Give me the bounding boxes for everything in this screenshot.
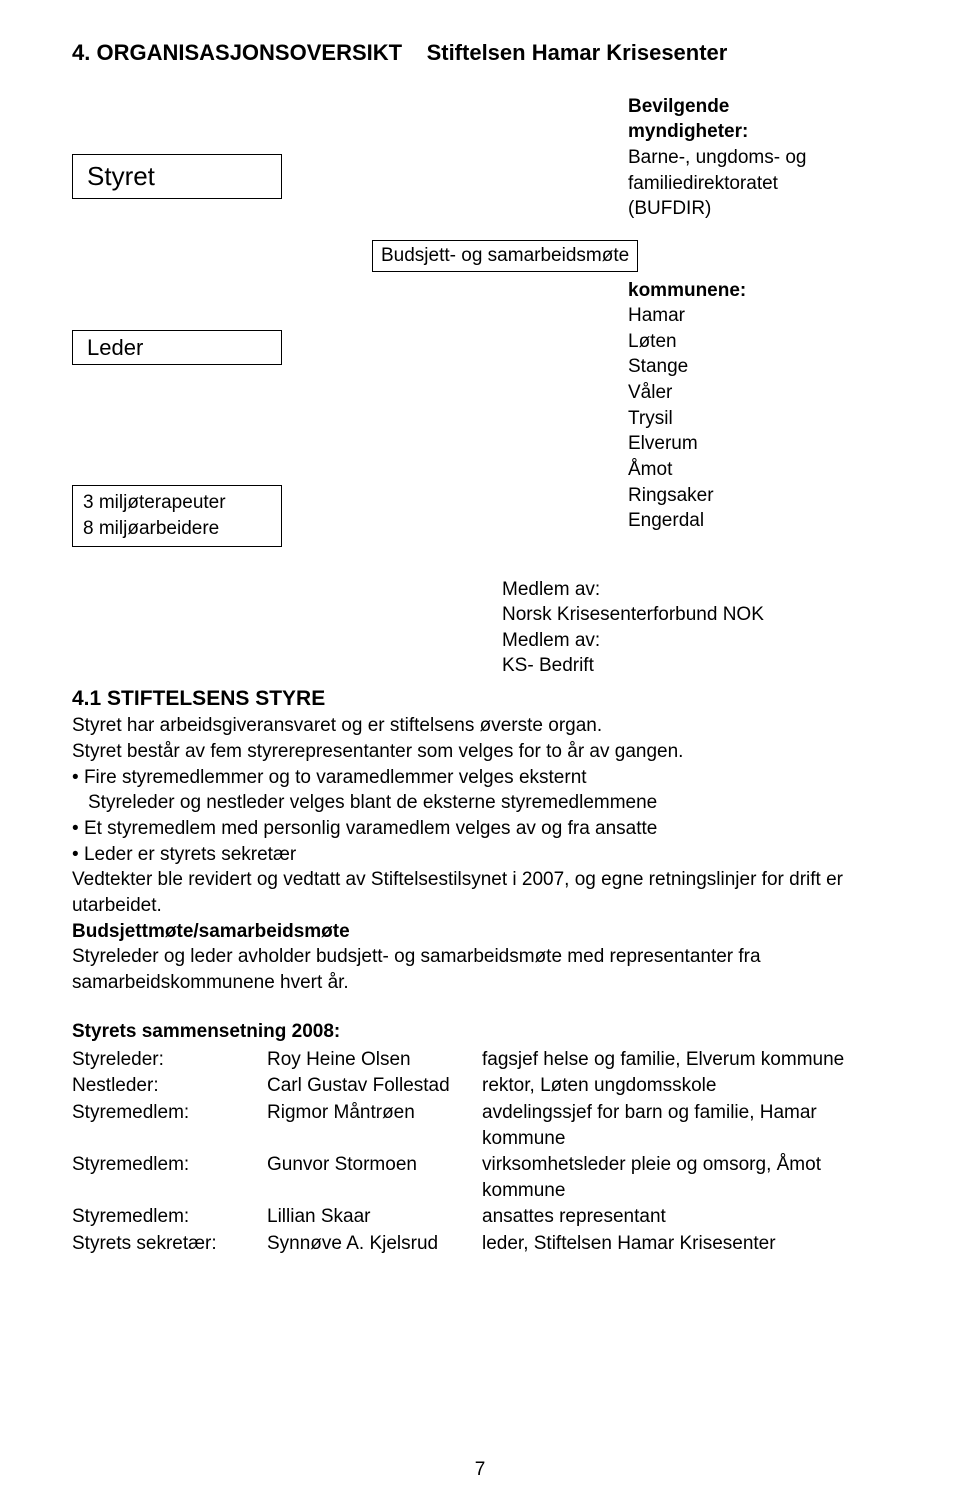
- page-number: 7: [0, 1457, 960, 1483]
- kommune-item: Ringsaker: [628, 483, 888, 509]
- section-41-p4: Styreleder og leder avholder budsjett- o…: [72, 944, 888, 995]
- section-41-p1: Styret har arbeidsgiveransvaret og er st…: [72, 713, 888, 739]
- role-cell: Styreleder:: [72, 1047, 267, 1073]
- section-41-subtitle: Budsjettmøte/samarbeidsmøte: [72, 919, 888, 945]
- section-41-p2: Styret består av fem styrerepresentanter…: [72, 739, 888, 765]
- kommune-item: Åmot: [628, 457, 888, 483]
- table-row: Styremedlem: Rigmor Måntrøen avdelingssj…: [72, 1100, 888, 1152]
- name-cell: Gunvor Stormoen: [267, 1152, 482, 1204]
- name-cell: Synnøve A. Kjelsrud: [267, 1231, 482, 1257]
- bevilgende-line2: familiedirektoratet: [628, 171, 888, 197]
- bullet-item: Leder er styrets sekretær: [72, 842, 888, 868]
- role-cell: Styremedlem:: [72, 1204, 267, 1230]
- bevilgende-label: Bevilgende: [628, 94, 888, 120]
- table-row: Nestleder: Carl Gustav Follestad rektor,…: [72, 1073, 888, 1099]
- desc-cell: rektor, Løten ungdomsskole: [482, 1073, 888, 1099]
- kommune-item: Hamar: [628, 303, 888, 329]
- org-box-staff: 3 miljøterapeuter 8 miljøarbeidere: [72, 485, 282, 546]
- bevilgende-line3: (BUFDIR): [628, 196, 888, 222]
- kommune-item: Elverum: [628, 431, 888, 457]
- section-41-p3: Vedtekter ble revidert og vedtatt av Sti…: [72, 867, 888, 918]
- kommune-label: kommunene:: [628, 278, 888, 304]
- kommune-item: Engerdal: [628, 508, 888, 534]
- desc-cell: leder, Stiftelsen Hamar Krisesenter: [482, 1231, 888, 1257]
- role-cell: Styrets sekretær:: [72, 1231, 267, 1257]
- desc-cell: fagsjef helse og familie, Elverum kommun…: [482, 1047, 888, 1073]
- styrets-heading: Styrets sammensetning 2008:: [72, 1019, 888, 1045]
- kommune-item: Stange: [628, 354, 888, 380]
- kommune-item: Våler: [628, 380, 888, 406]
- org-box-styret: Styret: [72, 154, 282, 199]
- page-heading: 4. ORGANISASJONSOVERSIKT Stiftelsen Hama…: [72, 38, 888, 68]
- medlem-block: Medlem av: Norsk Krisesenterforbund NOK …: [502, 577, 888, 680]
- staff-line1: 3 miljøterapeuter: [83, 490, 271, 516]
- styrets-table: Styrets sammensetning 2008: Styreleder: …: [72, 1019, 888, 1256]
- org-box-budsjett: Budsjett- og samarbeidsmøte: [372, 240, 638, 272]
- org-box-styret-label: Styret: [87, 161, 155, 191]
- heading-number: 4. ORGANISASJONSOVERSIKT: [72, 40, 402, 65]
- staff-line2: 8 miljøarbeidere: [83, 516, 271, 542]
- table-row: Styreleder: Roy Heine Olsen fagsjef hels…: [72, 1047, 888, 1073]
- org-box-leder-label: Leder: [87, 335, 143, 360]
- name-cell: Lillian Skaar: [267, 1204, 482, 1230]
- medlem-l4: KS- Bedrift: [502, 653, 888, 679]
- name-cell: Rigmor Måntrøen: [267, 1100, 482, 1152]
- bevilgende-line1: Barne-, ungdoms- og: [628, 145, 888, 171]
- myndigheter-label: myndigheter:: [628, 119, 888, 145]
- bevilgende-block: Bevilgende myndigheter: Barne-, ungdoms-…: [628, 94, 888, 222]
- name-cell: Roy Heine Olsen: [267, 1047, 482, 1073]
- org-box-budsjett-label: Budsjett- og samarbeidsmøte: [381, 245, 629, 266]
- section-41-title: 4.1 STIFTELSENS STYRE: [72, 685, 888, 713]
- name-cell: Carl Gustav Follestad: [267, 1073, 482, 1099]
- medlem-l3: Medlem av:: [502, 628, 888, 654]
- medlem-l1: Medlem av:: [502, 577, 888, 603]
- desc-cell: virksomhetsleder pleie og omsorg, Åmot k…: [482, 1152, 888, 1204]
- role-cell: Styremedlem:: [72, 1152, 267, 1204]
- bullet-subtext: Styreleder og nestleder velges blant de …: [72, 790, 888, 816]
- role-cell: Nestleder:: [72, 1073, 267, 1099]
- desc-cell: avdelingssjef for barn og familie, Hamar…: [482, 1100, 888, 1152]
- medlem-l2: Norsk Krisesenterforbund NOK: [502, 602, 888, 628]
- table-row: Styremedlem: Lillian Skaar ansattes repr…: [72, 1204, 888, 1230]
- section-41-bullets: Fire styremedlemmer og to varamedlemmer …: [72, 765, 888, 868]
- table-row: Styrets sekretær: Synnøve A. Kjelsrud le…: [72, 1231, 888, 1257]
- kommune-item: Løten: [628, 329, 888, 355]
- bullet-item: Et styremedlem med personlig varamedlem …: [72, 816, 888, 842]
- kommune-block: kommunene: Hamar Løten Stange Våler Trys…: [628, 278, 888, 534]
- table-row: Styremedlem: Gunvor Stormoen virksomhets…: [72, 1152, 888, 1204]
- heading-sub: Stiftelsen Hamar Krisesenter: [427, 40, 728, 65]
- desc-cell: ansattes representant: [482, 1204, 888, 1230]
- org-box-leder: Leder: [72, 330, 282, 366]
- bullet-text: Fire styremedlemmer og to varamedlemmer …: [84, 767, 587, 788]
- role-cell: Styremedlem:: [72, 1100, 267, 1152]
- bullet-item: Fire styremedlemmer og to varamedlemmer …: [72, 765, 888, 816]
- kommune-item: Trysil: [628, 406, 888, 432]
